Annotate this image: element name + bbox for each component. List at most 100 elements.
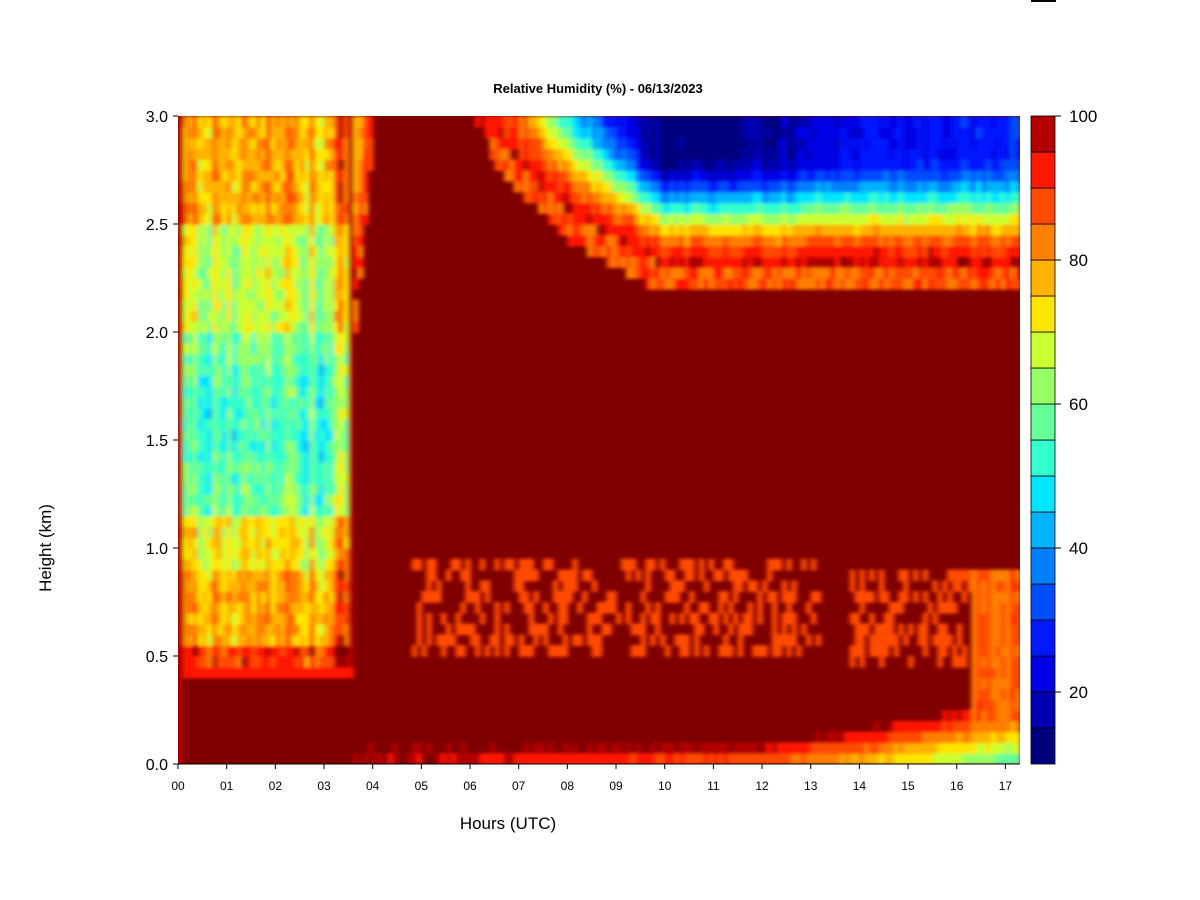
heatmap-cell <box>494 558 501 571</box>
heatmap-cell <box>314 418 320 430</box>
heatmap-cell <box>289 569 296 582</box>
heatmap-cell <box>212 116 218 128</box>
heatmap-cell <box>640 159 647 171</box>
heatmap-cell <box>285 537 291 549</box>
heatmap-cell <box>825 267 831 279</box>
heatmap-cell <box>299 310 306 322</box>
heatmap-cell <box>280 332 286 344</box>
heatmap-cell <box>504 126 510 139</box>
heatmap-cell <box>275 396 282 409</box>
heatmap-cell <box>275 321 282 333</box>
heatmap-cell <box>309 310 316 322</box>
heatmap-cell <box>1000 148 1007 160</box>
heatmap-cell <box>518 116 525 128</box>
heatmap-cell <box>835 731 841 744</box>
heatmap-cell <box>917 191 924 204</box>
heatmap-cell <box>630 224 637 236</box>
heatmap-cell <box>878 753 885 764</box>
heatmap-cell <box>265 494 272 506</box>
heatmap-cell <box>221 461 228 474</box>
heatmap-cell <box>567 580 574 592</box>
heatmap-cell <box>333 472 340 484</box>
heatmap-cell <box>260 602 267 614</box>
heatmap-cell <box>664 753 671 764</box>
heatmap-cell <box>343 623 350 636</box>
heatmap-cell <box>187 299 194 312</box>
heatmap-cell <box>294 375 301 387</box>
heatmap-cell <box>192 612 199 625</box>
heatmap-cell <box>285 504 291 517</box>
heatmap-cell <box>543 170 549 182</box>
heatmap-cell <box>255 494 262 506</box>
heatmap-cell <box>878 569 885 582</box>
heatmap-cell <box>669 191 676 204</box>
heatmap-cell <box>280 591 286 603</box>
heatmap-cell <box>849 656 856 668</box>
heatmap-cell <box>236 191 243 204</box>
heatmap-cell <box>178 278 184 290</box>
heatmap-cell <box>635 742 642 754</box>
heatmap-cell <box>231 332 238 344</box>
heatmap-cell <box>684 602 690 614</box>
heatmap-cell <box>791 191 797 204</box>
heatmap-cell <box>231 548 238 560</box>
heatmap-cell <box>903 753 909 764</box>
heatmap-cell <box>343 634 350 646</box>
heatmap-cell <box>781 137 788 150</box>
heatmap-cell <box>319 396 325 409</box>
heatmap-cell <box>616 159 622 171</box>
heatmap-cell <box>937 753 943 764</box>
heatmap-cell <box>367 742 374 754</box>
heatmap-cell <box>727 569 734 582</box>
heatmap-cell <box>251 429 257 441</box>
heatmap-cell <box>202 548 209 560</box>
heatmap-cell <box>362 126 369 139</box>
heatmap-cell <box>995 213 1002 225</box>
heatmap-cell <box>1000 645 1007 657</box>
heatmap-cell <box>942 234 948 247</box>
heatmap-cell <box>620 148 627 160</box>
heatmap-cell <box>309 234 316 247</box>
heatmap-cell <box>226 515 233 528</box>
heatmap-cell <box>922 116 929 128</box>
heatmap-cell <box>231 418 238 430</box>
heatmap-cell <box>207 429 213 441</box>
heatmap-cell <box>333 396 340 409</box>
heatmap-cell <box>981 202 987 214</box>
heatmap-cell <box>873 742 880 754</box>
heatmap-cell <box>951 278 958 290</box>
heatmap-cell <box>1005 634 1012 646</box>
heatmap-cell <box>1015 137 1020 150</box>
heatmap-cell <box>314 666 320 679</box>
heatmap-cell <box>280 483 286 495</box>
heatmap-cell <box>216 612 223 625</box>
heatmap-cell <box>265 483 272 495</box>
heatmap-cell <box>961 645 968 657</box>
heatmap-cell <box>747 602 754 614</box>
heatmap-cell <box>572 224 578 236</box>
heatmap-cell <box>236 267 243 279</box>
heatmap-cell <box>333 656 340 668</box>
heatmap-cell <box>289 267 296 279</box>
heatmap-cell <box>708 245 715 258</box>
heatmap-cell <box>596 234 603 247</box>
heatmap-cell <box>338 483 345 495</box>
heatmap-cell <box>513 170 520 182</box>
heatmap-cell <box>202 472 209 484</box>
heatmap-cell <box>270 623 277 636</box>
heatmap-cell <box>932 148 939 160</box>
heatmap-cell <box>246 461 252 474</box>
heatmap-cell <box>270 148 277 160</box>
heatmap-cell <box>625 256 632 268</box>
heatmap-cell <box>859 634 866 646</box>
heatmap-cell <box>319 386 325 398</box>
heatmap-cell <box>202 278 209 290</box>
heatmap-cell <box>280 494 286 506</box>
heatmap-cell <box>908 159 914 171</box>
heatmap-cell <box>1010 126 1016 139</box>
heatmap-cell <box>815 170 822 182</box>
heatmap-cell <box>246 396 252 409</box>
heatmap-cell <box>348 191 355 204</box>
heatmap-cell <box>343 569 350 582</box>
heatmap-cell <box>275 213 282 225</box>
